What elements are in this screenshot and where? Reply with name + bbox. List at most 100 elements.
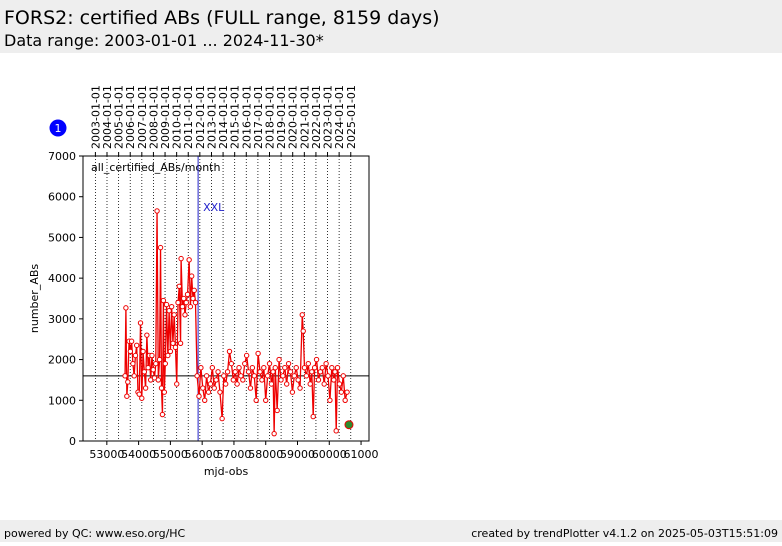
data-point xyxy=(240,377,246,383)
data-point xyxy=(157,244,164,251)
data-point xyxy=(191,287,197,294)
top-tick-label: 2010-01-01 xyxy=(171,85,184,149)
data-point xyxy=(123,305,129,311)
top-tick-label: 2025-01-01 xyxy=(345,85,358,149)
data-point xyxy=(132,352,139,359)
data-point xyxy=(245,369,252,375)
data-point xyxy=(186,257,192,263)
data-point xyxy=(175,299,181,306)
top-tick-label: 2008-01-01 xyxy=(147,85,160,149)
data-point xyxy=(259,377,265,383)
data-point xyxy=(331,377,337,383)
top-tick-label: 2019-01-01 xyxy=(275,85,288,149)
data-point xyxy=(145,365,151,371)
data-point xyxy=(242,360,248,367)
x-tick-label: 58000 xyxy=(248,448,283,461)
data-point xyxy=(340,373,346,379)
y-axis-label: number_ABs xyxy=(28,264,41,334)
data-point xyxy=(289,389,296,395)
y-tick-label: 0 xyxy=(69,435,76,448)
top-tick-label: 2013-01-01 xyxy=(205,85,218,149)
data-point xyxy=(178,255,184,262)
data-point xyxy=(257,369,263,375)
data-point xyxy=(232,369,238,375)
data-point xyxy=(196,393,202,399)
data-point xyxy=(149,352,155,359)
data-point xyxy=(213,377,219,383)
data-point xyxy=(183,299,189,306)
data-point xyxy=(303,373,310,379)
data-point xyxy=(319,365,325,371)
data-point xyxy=(171,312,177,318)
top-tick-label: 2014-01-01 xyxy=(217,85,230,149)
data-point xyxy=(170,340,176,346)
top-tick-label: 2005-01-01 xyxy=(113,85,126,149)
data-point xyxy=(200,385,206,391)
header-bg xyxy=(0,0,782,53)
data-point xyxy=(299,312,305,318)
data-point xyxy=(211,385,217,391)
badge[interactable] xyxy=(49,119,67,137)
data-point xyxy=(217,389,223,395)
data-point xyxy=(188,273,195,279)
data-point xyxy=(272,365,278,371)
top-tick-label: 2007-01-01 xyxy=(136,85,149,149)
data-point xyxy=(134,342,140,349)
data-point xyxy=(194,373,200,379)
data-point xyxy=(276,356,282,363)
data-point xyxy=(154,208,160,214)
y-tick-label: 5000 xyxy=(48,231,76,244)
data-point xyxy=(174,381,180,387)
data-point xyxy=(207,381,214,387)
x-axis-label: mjd-obs xyxy=(204,465,249,478)
data-point xyxy=(182,312,188,318)
annotation: all_certified_ABs/month xyxy=(91,161,220,174)
data-point xyxy=(282,365,288,371)
footer-left: powered by QC: www.eso.org/HC xyxy=(4,527,186,540)
top-tick-label: 2009-01-01 xyxy=(159,85,172,149)
footer-bg xyxy=(0,520,782,542)
event-label: XXL xyxy=(203,201,225,214)
data-point xyxy=(309,369,315,375)
y-tick-label: 4000 xyxy=(48,272,76,285)
data-point xyxy=(137,320,144,326)
data-point xyxy=(338,389,345,395)
data-point xyxy=(202,397,208,403)
top-tick-label: 2020-01-01 xyxy=(287,85,300,149)
x-tick-label: 54000 xyxy=(121,448,156,461)
plot-frame xyxy=(82,155,370,442)
data-point xyxy=(205,389,212,395)
badge-label[interactable]: 1 xyxy=(55,122,62,135)
data-point xyxy=(165,352,171,359)
data-point xyxy=(168,303,175,310)
data-point xyxy=(203,373,210,379)
y-tick-label: 3000 xyxy=(48,313,76,326)
data-point xyxy=(283,381,290,387)
data-point xyxy=(219,415,225,422)
data-point xyxy=(313,356,320,363)
top-tick-label: 2015-01-01 xyxy=(229,85,242,149)
top-tick-label: 2006-01-01 xyxy=(124,85,137,149)
data-point xyxy=(122,373,128,379)
data-point xyxy=(295,377,301,383)
data-point xyxy=(228,360,235,367)
data-point xyxy=(263,397,269,403)
data-point xyxy=(230,377,237,383)
footer-right: created by trendPlotter v4.1.2 on 2025-0… xyxy=(471,527,778,540)
data-point xyxy=(161,389,168,395)
y-tick-label: 1000 xyxy=(48,394,76,407)
data-point xyxy=(192,299,199,306)
top-tick-label: 2012-01-01 xyxy=(194,85,207,149)
data-point xyxy=(179,303,186,310)
data-point xyxy=(311,365,318,371)
data-point xyxy=(224,369,231,375)
data-point xyxy=(141,369,148,375)
data-point xyxy=(181,295,187,302)
top-tick-label: 2004-01-01 xyxy=(101,85,114,149)
data-point xyxy=(136,391,142,397)
data-point xyxy=(305,360,312,367)
data-point xyxy=(336,381,343,387)
data-point xyxy=(332,369,338,375)
data-point xyxy=(236,365,242,371)
data-point xyxy=(155,377,162,383)
